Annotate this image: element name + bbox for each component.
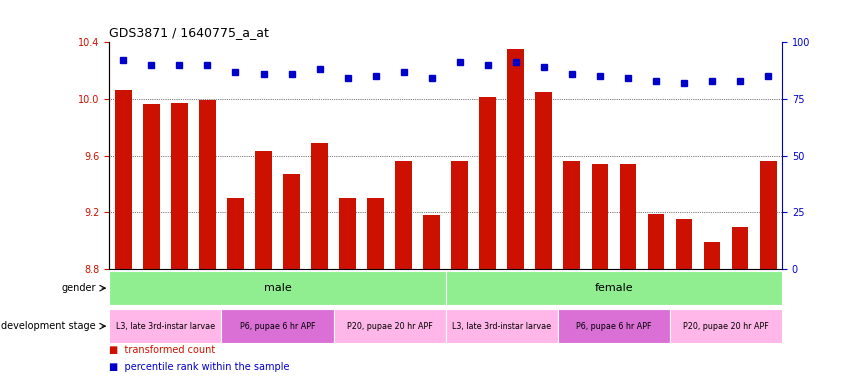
Bar [732,227,748,269]
Bar [283,174,300,269]
Bar [423,215,440,269]
Bar [255,151,272,269]
Bar [558,309,670,343]
Bar [334,309,446,343]
Text: P6, pupae 6 hr APF: P6, pupae 6 hr APF [576,322,652,331]
Bar [171,103,188,269]
Text: ■  percentile rank within the sample: ■ percentile rank within the sample [109,362,290,372]
Bar [109,271,446,305]
Bar [670,309,782,343]
Text: L3, late 3rd-instar larvae: L3, late 3rd-instar larvae [116,322,215,331]
Bar [115,90,132,269]
Text: GDS3871 / 1640775_a_at: GDS3871 / 1640775_a_at [109,26,269,40]
Bar [507,49,524,269]
Text: P6, pupae 6 hr APF: P6, pupae 6 hr APF [240,322,315,331]
Bar [648,214,664,269]
Bar [109,309,221,343]
Text: ■  transformed count: ■ transformed count [109,346,215,356]
Bar [704,242,721,269]
Bar [221,309,334,343]
Bar [479,98,496,269]
Text: development stage: development stage [1,321,96,331]
Text: gender: gender [61,283,96,293]
Bar [536,92,553,269]
Bar [620,164,637,269]
Text: male: male [264,283,291,293]
Text: L3, late 3rd-instar larvae: L3, late 3rd-instar larvae [452,322,552,331]
Bar [563,161,580,269]
Bar [759,161,776,269]
Bar [452,161,468,269]
Bar [675,220,692,269]
Bar [395,161,412,269]
Bar [227,198,244,269]
Bar [311,143,328,269]
Bar [339,198,356,269]
Bar [446,309,558,343]
Text: female: female [595,283,633,293]
Bar [199,100,216,269]
Bar [143,104,160,269]
Bar [591,164,608,269]
Text: P20, pupae 20 hr APF: P20, pupae 20 hr APF [346,322,432,331]
Text: P20, pupae 20 hr APF: P20, pupae 20 hr APF [683,322,769,331]
Bar [446,271,782,305]
Bar [368,198,384,269]
